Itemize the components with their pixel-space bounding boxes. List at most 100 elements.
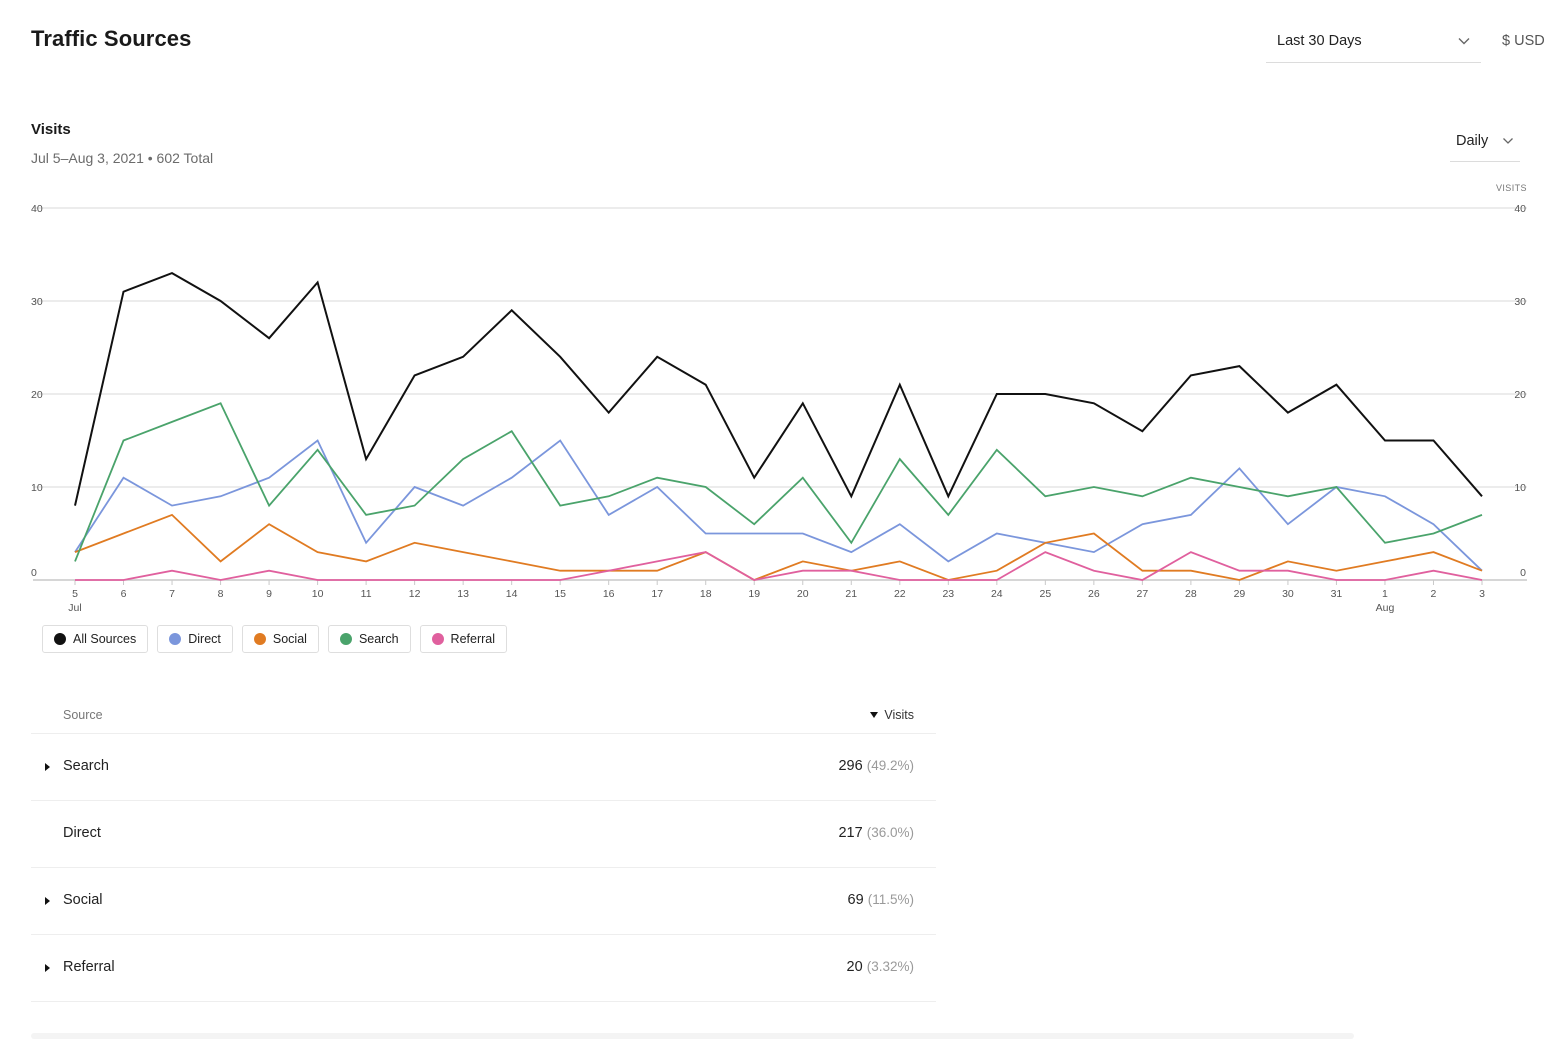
legend-label: Direct: [188, 632, 221, 646]
row-visits-count: 217: [838, 825, 867, 841]
legend-item-all-sources[interactable]: All Sources: [42, 625, 149, 653]
x-tick-label: 15: [554, 588, 566, 600]
row-source-label: Referral: [63, 959, 115, 975]
expand-caret-icon[interactable]: [45, 897, 50, 905]
column-header-visits-label: Visits: [884, 708, 914, 722]
period-value: Daily: [1456, 133, 1489, 149]
legend-item-search[interactable]: Search: [327, 625, 411, 653]
x-tick-label: 5: [72, 588, 78, 600]
legend-dot-icon: [253, 633, 266, 645]
expand-caret-icon[interactable]: [45, 964, 50, 972]
sources-table: Source Visits Search 296 (49.2%) Direct 217…: [31, 700, 936, 1002]
y-tick-label-left: 10: [31, 482, 43, 494]
x-tick-label: 2: [1431, 588, 1437, 600]
table-header: Source Visits: [31, 700, 936, 734]
y-tick-label-left: 20: [31, 389, 43, 401]
x-tick-label: 22: [894, 588, 906, 600]
x-tick-label: 28: [1185, 588, 1197, 600]
x-tick-label: 20: [797, 588, 809, 600]
x-tick-label: 27: [1137, 588, 1149, 600]
x-tick-label: 11: [361, 588, 372, 600]
row-visits-value: 296 (49.2%): [838, 758, 914, 774]
y-tick-label-left: 0: [31, 567, 37, 579]
row-visits-percent: (36.0%): [866, 825, 914, 840]
chevron-down-icon: [1503, 138, 1513, 144]
expand-caret-icon[interactable]: [45, 763, 50, 771]
series-line-all-sources: [74, 271, 1483, 506]
date-range-select[interactable]: Last 30 Days: [1266, 22, 1481, 63]
x-tick-label: 29: [1234, 588, 1246, 600]
x-tick-label: 21: [845, 588, 857, 600]
row-visits-count: 69: [847, 892, 868, 908]
series-line-social: [74, 513, 1483, 581]
legend-label: Search: [358, 632, 399, 646]
series-line-referral: [75, 551, 1483, 581]
row-visits-value: 217 (36.0%): [838, 825, 914, 841]
y-axis-unit: VISITS: [1496, 183, 1527, 193]
x-tick-label: 26: [1088, 588, 1100, 600]
table-row: Direct 217 (36.0%): [31, 801, 936, 868]
x-tick-label: 19: [748, 588, 760, 600]
legend-dot-icon: [54, 633, 66, 645]
y-tick-label-right: 10: [1514, 482, 1526, 494]
x-tick-label: 24: [991, 588, 1003, 600]
x-tick-label: 8: [218, 588, 224, 600]
legend-label: All Sources: [73, 632, 137, 646]
legend-item-social[interactable]: Social: [241, 625, 319, 653]
legend-dot-icon: [339, 633, 352, 645]
x-tick-label: 31: [1331, 588, 1343, 600]
y-tick-label-right: 0: [1520, 567, 1526, 579]
period-select[interactable]: Daily: [1450, 122, 1520, 162]
column-header-visits[interactable]: Visits: [870, 708, 914, 722]
x-tick-label: 30: [1282, 588, 1294, 600]
legend-item-direct[interactable]: Direct: [157, 625, 233, 653]
x-tick-label: 25: [1040, 588, 1052, 600]
row-source-label: Direct: [63, 825, 101, 841]
y-tick-label-right: 30: [1514, 296, 1526, 308]
table-row[interactable]: Search 296 (49.2%): [31, 734, 936, 801]
x-tick-label: 18: [700, 588, 712, 600]
x-tick-label: 12: [409, 588, 421, 600]
legend-dot-icon: [431, 633, 444, 645]
chevron-down-icon: [1458, 38, 1470, 45]
chart-legend: All Sources Direct Social Search Referral: [42, 625, 508, 653]
x-tick-label: 3: [1479, 588, 1485, 600]
series-line-direct: [74, 439, 1483, 572]
table-row[interactable]: Referral 20 (3.32%): [31, 935, 936, 1002]
bottom-scroll-area: [31, 1033, 1354, 1039]
table-row[interactable]: Social 69 (11.5%): [31, 868, 936, 935]
y-tick-label-left: 30: [31, 296, 43, 308]
y-tick-label-right: 40: [1514, 203, 1526, 215]
row-visits-percent: (3.32%): [866, 959, 914, 974]
x-tick-label: 9: [266, 588, 272, 600]
currency-label: $ USD: [1502, 33, 1545, 49]
row-visits-percent: (49.2%): [866, 758, 914, 773]
x-tick-label: 10: [312, 588, 324, 600]
y-tick-label-right: 20: [1514, 389, 1526, 401]
row-visits-count: 20: [846, 959, 867, 975]
row-source-label: Search: [63, 758, 109, 774]
x-tick-label: 13: [457, 588, 469, 600]
legend-item-referral[interactable]: Referral: [419, 625, 508, 653]
visits-title: Visits: [31, 121, 71, 138]
series-line-search: [74, 402, 1483, 562]
x-month-label: Jul: [68, 602, 81, 614]
x-tick-label: 23: [942, 588, 954, 600]
sort-desc-icon: [870, 712, 879, 718]
x-tick-label: 14: [506, 588, 518, 600]
legend-label: Referral: [450, 632, 496, 646]
legend-dot-icon: [169, 633, 182, 645]
date-range-value: Last 30 Days: [1277, 33, 1362, 49]
row-visits-count: 296: [838, 758, 867, 774]
row-visits-percent: (11.5%): [867, 892, 914, 907]
x-tick-label: 1: [1382, 588, 1388, 600]
column-header-source: Source: [63, 708, 103, 722]
page-title: Traffic Sources: [31, 26, 192, 51]
x-tick-label: 17: [651, 588, 663, 600]
x-tick-label: 6: [121, 588, 127, 600]
x-month-label: Aug: [1376, 602, 1395, 614]
legend-label: Social: [272, 632, 307, 646]
x-tick-label: 16: [603, 588, 615, 600]
row-visits-value: 20 (3.32%): [847, 959, 914, 975]
